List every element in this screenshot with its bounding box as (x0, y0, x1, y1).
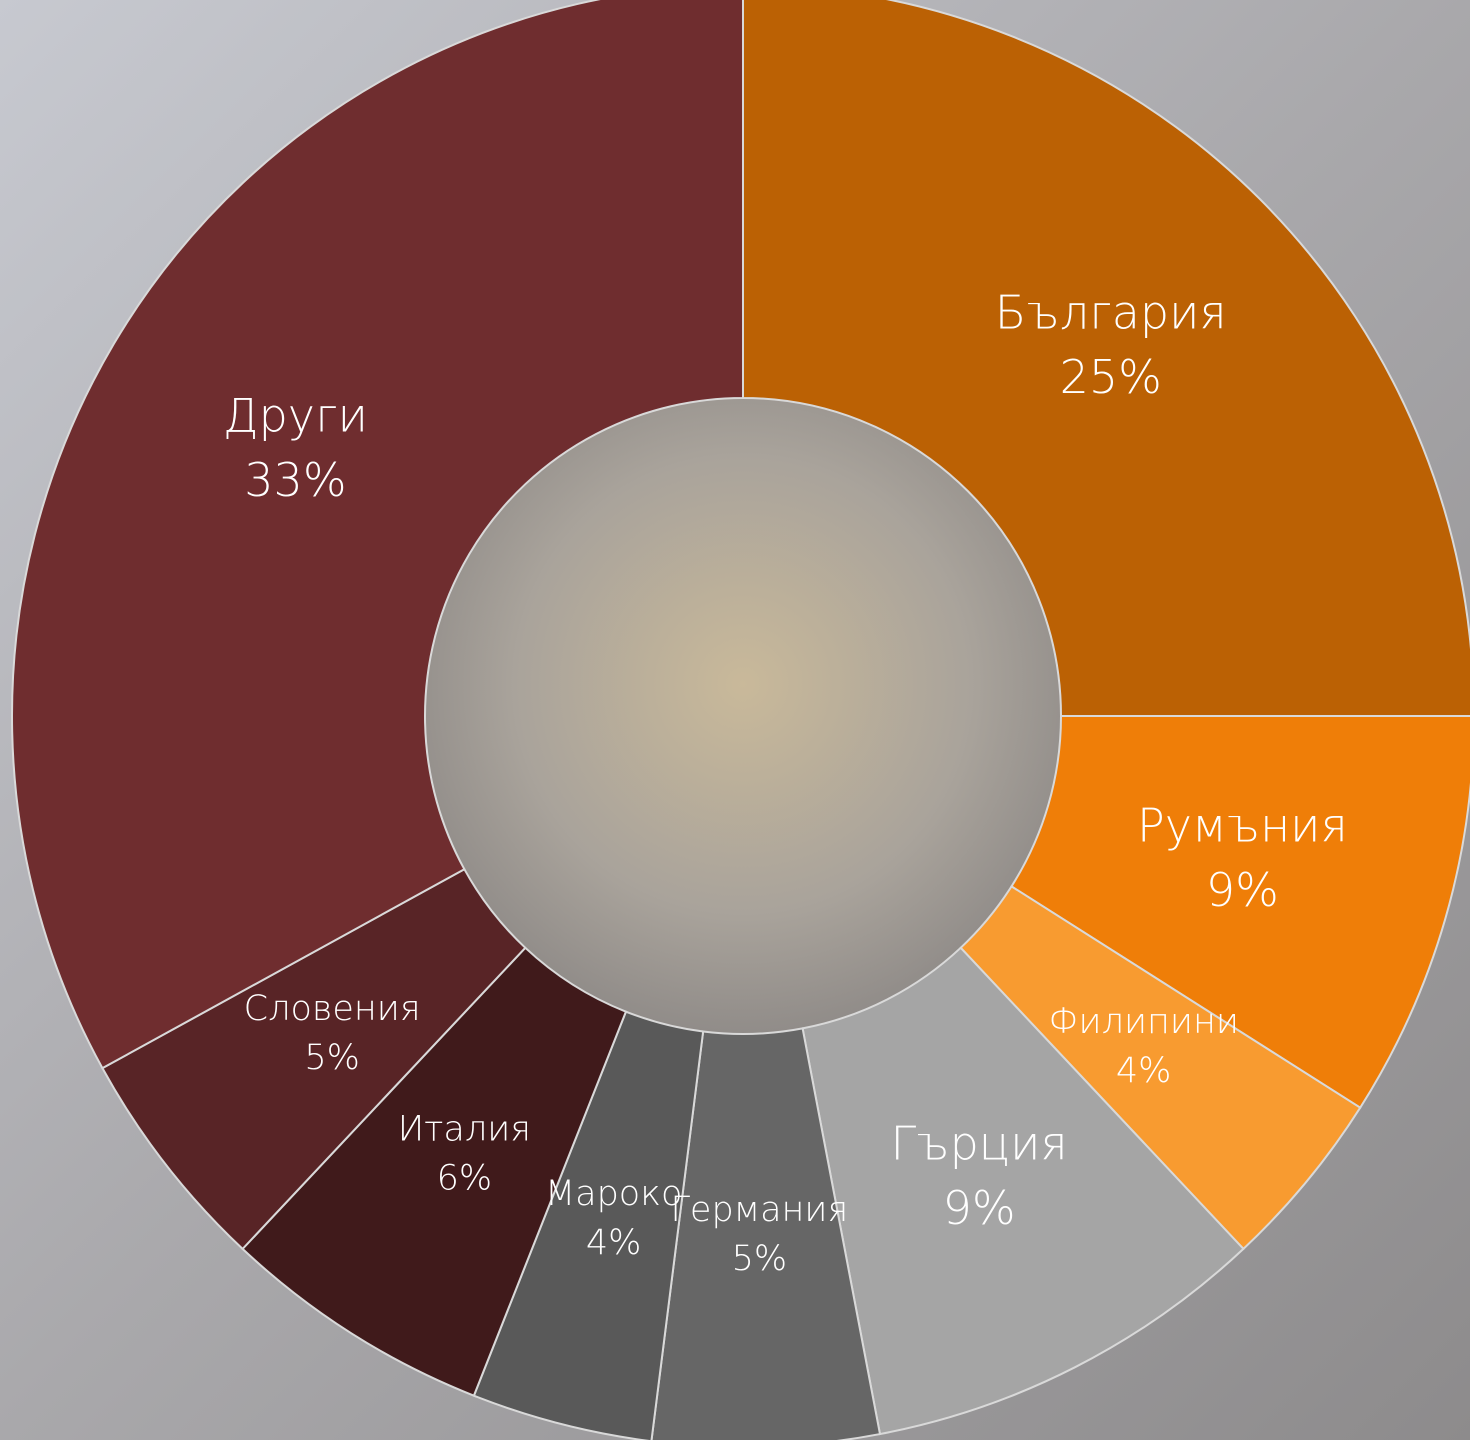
slice-label: Румъния (1137, 798, 1348, 852)
slice-label: България (995, 286, 1227, 340)
slice-label: Други (223, 389, 368, 443)
slice-value-label: 33% (244, 453, 346, 507)
slice (742, 0, 1470, 717)
slice (650, 1027, 882, 1440)
slice (1010, 715, 1470, 1110)
slice-value-label: 25% (1060, 350, 1162, 404)
slice-label: Италия (398, 1110, 531, 1150)
slice-label: Гърция (891, 1117, 1068, 1171)
slice-value-label: 9% (943, 1181, 1016, 1235)
slices (11, 0, 1470, 1440)
slice-value-label: 9% (1206, 863, 1279, 917)
slice-label: Германия (670, 1190, 848, 1230)
slice (801, 946, 1245, 1436)
slice (11, 0, 744, 1070)
labels: България 25% Румъния 9% Филипини 4% Гърция 9% Ге… (223, 286, 1348, 1280)
slice-value-label: 4% (1116, 1051, 1172, 1091)
slice-label: Словения (244, 989, 421, 1029)
slice-label: Мароко (545, 1174, 682, 1214)
slice-value-label: 5% (304, 1038, 360, 1078)
donut-hole (425, 398, 1061, 1034)
slice-value-label: 5% (732, 1239, 788, 1279)
slice-value-label: 4% (586, 1223, 642, 1263)
slice-label: Филипини (1048, 1002, 1238, 1042)
slice-value-label: 6% (437, 1159, 493, 1199)
